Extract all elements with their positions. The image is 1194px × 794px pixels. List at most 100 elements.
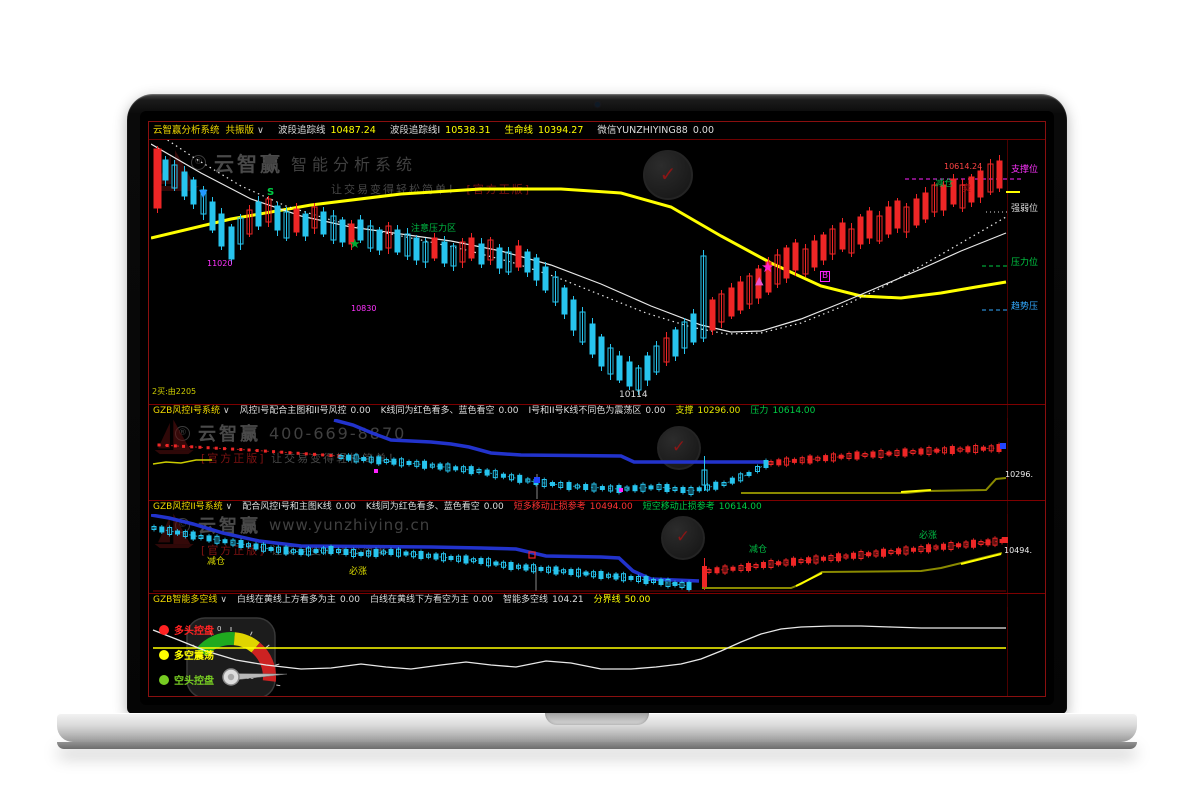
header-item: K线同为红色看多、蓝色看空 [380, 406, 495, 416]
stop-value-label: 10494. [1004, 546, 1032, 555]
legend-dot-icon [159, 624, 169, 635]
panel-divider [149, 593, 1045, 594]
longshort-panel[interactable] [150, 609, 1045, 696]
risk2-series [151, 514, 1008, 592]
header-item: 支撑 [675, 406, 694, 416]
magenta-star-mark: ★ [761, 258, 775, 276]
header-item: 共振版 [225, 124, 255, 136]
risk2-panel[interactable] [150, 514, 1045, 593]
header-item: 10394.27 [538, 124, 584, 136]
reduce-mark: 减仓 [935, 179, 954, 189]
shield-icon: ✓ [661, 516, 705, 560]
legend-dot-icon [159, 649, 169, 660]
sell-triangle-mark: ▼ [199, 187, 208, 200]
level-trend: 趋势压 [1011, 302, 1039, 312]
header-item: 生命线 [504, 124, 534, 136]
legend-dot-icon [159, 674, 169, 685]
legend-label: 多空震荡 [174, 651, 214, 662]
indicator-selector[interactable]: GZB风控II号系统 [153, 502, 223, 512]
longshort-header: GZB智能多空线 ∨ 白线在黄线上方看多为主 0.00 白线在黄线下方看空为主 0.00 智… [149, 594, 1045, 607]
magenta-triangle-mark: ▲ [755, 274, 764, 287]
watermark-suffix: www.yunzhiying.cn [269, 516, 431, 534]
dropdown-arrow-icon[interactable]: ∨ [220, 595, 227, 605]
header-item: I号和II号K线不同色为震荡区 [528, 406, 642, 416]
header-item: 微信YUNZHIYING88 [597, 124, 688, 136]
level-strength: 强弱位 [1011, 204, 1039, 214]
header-item: 智能多空线 [503, 595, 549, 605]
main-chart-panel[interactable] [150, 140, 1045, 404]
shield-icon: ✓ [643, 150, 693, 200]
header-item: 0.00 [645, 406, 666, 416]
dropdown-arrow-icon[interactable]: ∨ [257, 124, 264, 136]
watermark-brand: 云智赢 [214, 152, 283, 176]
header-item: 短空移动止损参考 [642, 502, 715, 512]
window-header: 云智赢分析系统 共振版 ∨ 波段追踪线 10487.24 波段追踪线I 10538.31 生命… [149, 122, 1045, 140]
header-item: 白线在黄线上方看多为主 [236, 595, 336, 605]
risk1-panel[interactable] [150, 419, 1045, 500]
risk1-header: GZB风控I号系统 ∨ 风控I号配合主图和II号风控 0.00 K线同为红色看多、蓝色看… [149, 405, 1045, 418]
watermark-brand: 云智赢 [198, 424, 261, 445]
header-item: 0.00 [350, 406, 371, 416]
level-pressure: 压力位 [1011, 258, 1039, 268]
reduce-mark-green: 减仓 [749, 545, 768, 555]
trading-app-window: ® 云智赢 智能分析系统 让交易变得轻松简单！ [官方正版] ✓ ® 云智赢 4… [148, 121, 1046, 697]
shield-check: ✓ [675, 527, 691, 547]
dropdown-arrow-icon[interactable]: ∨ [225, 502, 233, 512]
indicator-selector[interactable]: 云智赢分析系统 [153, 124, 220, 136]
risk2-header: GZB风控II号系统 ∨ 配合风控I号和主图K线 0.00 K线同为红色看多、蓝色看空 0… [149, 501, 1045, 514]
laptop-base [57, 713, 1137, 742]
header-item: 0.00 [692, 124, 715, 136]
header-item: 50.00 [624, 595, 651, 605]
panel-divider [149, 500, 1045, 501]
level-support: 支撑位 [1011, 165, 1039, 175]
sell-mark: 卖 [962, 184, 972, 194]
rise-mark-yellow: 必涨 [349, 567, 368, 577]
s-mark: S [267, 187, 275, 198]
watermark-suffix: 400-669-8870 [269, 423, 407, 443]
header-item: 波段追踪线I [389, 124, 441, 136]
reduce-mark-yellow: 减仓 [207, 557, 226, 567]
plot-right-frame [1007, 140, 1008, 696]
charts-canvas[interactable]: 0100 [149, 122, 1046, 697]
header-item: 白线在黄线下方看空为主 [369, 595, 469, 605]
header-item: 10614.00 [772, 406, 816, 416]
header-item: 0.00 [483, 502, 504, 512]
price-label-10830: 10830 [351, 304, 377, 313]
dropdown-arrow-icon[interactable]: ∨ [222, 406, 230, 416]
note-signal: 2买:由2205 [152, 387, 197, 396]
main-chart-series [151, 140, 1021, 395]
support-price-label: 10614.24 [944, 162, 983, 171]
indicator-selector[interactable]: GZB智能多空线 [153, 595, 218, 605]
header-item: 10614.00 [718, 502, 762, 512]
logo-sail-icon [154, 419, 196, 458]
pressure-note: 注意压力区 [411, 224, 457, 234]
header-item: 短多移动止损参考 [513, 502, 586, 512]
shield-check: ✓ [659, 162, 677, 186]
header-item: 10494.00 [589, 502, 633, 512]
watermark-main: ® 云智赢 智能分析系统 让交易变得轻松简单！ [官方正版] [191, 148, 531, 197]
gauge-legend-item: 空头控盘 [159, 672, 214, 687]
risk1-series [152, 419, 1007, 499]
b-mark: B [820, 271, 831, 282]
header-item: 0.00 [473, 595, 494, 605]
webcam-icon [595, 102, 600, 107]
watermark-suffix: 智能分析系统 [291, 154, 418, 174]
panel-divider [149, 404, 1045, 405]
legend-label: 多头控盘 [174, 626, 214, 637]
rise-mark-green: 必涨 [919, 531, 938, 541]
indicator-selector[interactable]: GZB风控I号系统 [153, 406, 220, 416]
header-item: 风控I号配合主图和II号风控 [239, 406, 347, 416]
watermark-official: [官方正版] [201, 452, 266, 465]
support-value-label: 10296. [1005, 470, 1033, 479]
header-item: 104.21 [552, 595, 584, 605]
header-item: 波段追踪线 [278, 124, 326, 136]
laptop-bottom-edge [57, 742, 1137, 749]
header-item: 配合风控I号和主图K线 [242, 502, 332, 512]
gauge-legend-item: 多头控盘 [159, 622, 214, 637]
gauge-legend-item: 多空震荡 [159, 647, 214, 662]
legend-label: 空头控盘 [174, 676, 214, 687]
header-item: 分界线 [593, 595, 621, 605]
header-item: 10487.24 [330, 124, 376, 136]
watermark-tagline: 让交易变得轻松简单！ [271, 452, 402, 465]
